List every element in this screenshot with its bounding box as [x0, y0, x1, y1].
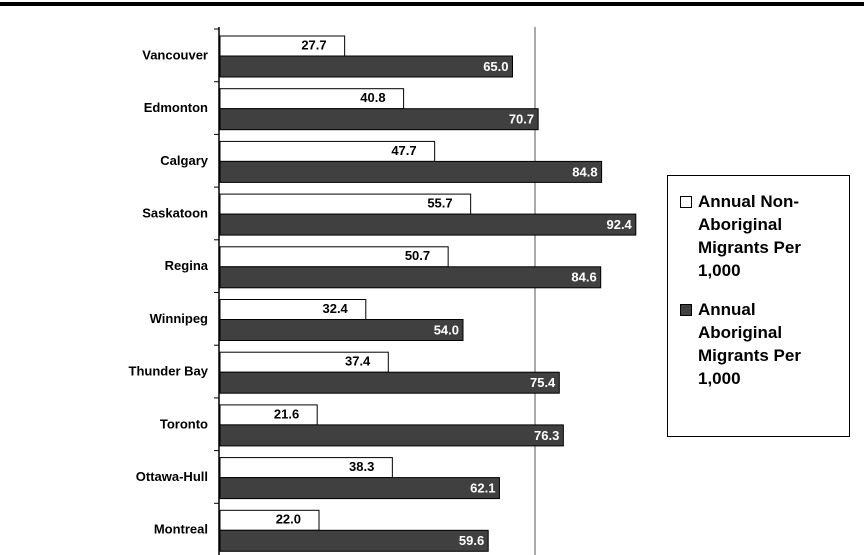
- value-label: 40.8: [360, 90, 385, 105]
- y-tick-label: Toronto: [160, 416, 208, 431]
- bar: [219, 213, 637, 236]
- value-label: 32.4: [322, 301, 348, 316]
- bar: [219, 424, 564, 447]
- value-label: 22.0: [276, 512, 301, 527]
- value-label: 65.0: [483, 59, 508, 74]
- bar: [219, 160, 603, 183]
- value-label: 21.6: [274, 406, 299, 421]
- value-label: 27.7: [301, 37, 326, 52]
- legend-label: Annual Non-Aboriginal Migrants Per 1,000: [698, 192, 801, 280]
- value-label: 50.7: [405, 248, 430, 263]
- legend-swatch: [680, 196, 692, 208]
- legend-swatch: [680, 304, 692, 316]
- value-label: 47.7: [391, 143, 416, 158]
- bar: [219, 266, 602, 289]
- bar: [219, 319, 464, 341]
- bar: [219, 371, 560, 394]
- y-tick-label: Winnipeg: [150, 311, 208, 326]
- y-tick-label: Montreal: [154, 522, 208, 537]
- y-tick-label: Thunder Bay: [129, 364, 209, 379]
- bar: [219, 404, 318, 426]
- value-label: 84.8: [572, 164, 597, 179]
- value-label: 38.3: [349, 459, 374, 474]
- value-label: 62.1: [470, 481, 495, 496]
- value-label: 76.3: [534, 428, 559, 443]
- bar: [219, 509, 320, 531]
- bar: [219, 529, 489, 552]
- y-tick-label: Calgary: [160, 153, 208, 168]
- legend-entry: Annual Aboriginal Migrants Per 1,000: [680, 298, 841, 390]
- value-label: 84.6: [571, 270, 596, 285]
- value-label: 37.4: [345, 354, 371, 369]
- bar: [219, 108, 539, 131]
- bar: [219, 55, 513, 78]
- y-tick-label: Vancouver: [142, 47, 208, 62]
- y-tick-label: Saskatoon: [142, 206, 208, 221]
- y-tick-label: Regina: [165, 258, 209, 273]
- y-tick-label: Edmonton: [144, 100, 208, 115]
- legend-entry: Annual Non-Aboriginal Migrants Per 1,000: [680, 190, 841, 282]
- value-label: 59.6: [459, 533, 484, 548]
- legend: Annual Non-Aboriginal Migrants Per 1,000…: [667, 175, 850, 437]
- y-tick-label: Ottawa-Hull: [136, 469, 208, 484]
- value-label: 75.4: [530, 375, 556, 390]
- value-label: 70.7: [509, 112, 534, 127]
- bar: [219, 477, 500, 500]
- value-label: 54.0: [434, 322, 459, 337]
- value-label: 92.4: [606, 217, 632, 232]
- value-label: 55.7: [427, 196, 452, 211]
- legend-label: Annual Aboriginal Migrants Per 1,000: [698, 300, 801, 388]
